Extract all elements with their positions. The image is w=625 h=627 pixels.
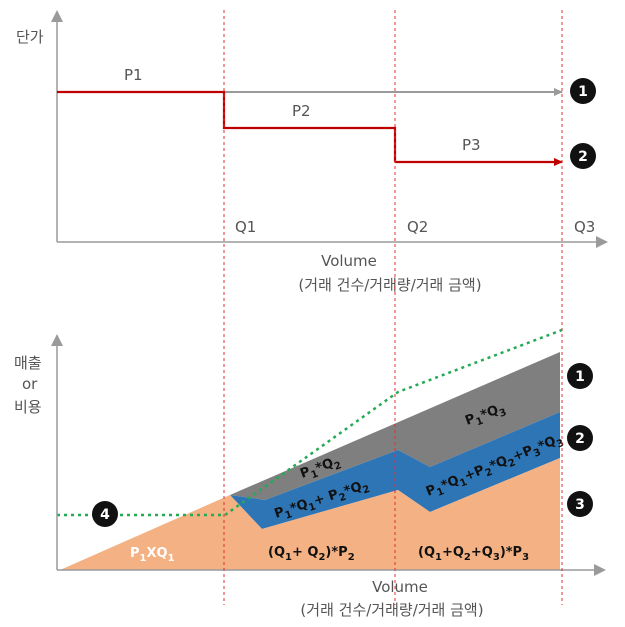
marker-3-bottom: 3 — [567, 491, 593, 517]
label-p1-x-q1: P1XQ1 — [130, 546, 175, 564]
label-q1-q2-p2: (Q1+ Q2)*P2 — [268, 545, 355, 563]
label-blue-mid: P1*Q1+ P2*Q2 — [273, 477, 372, 524]
label-p1-q2: P1*Q2 — [298, 454, 343, 485]
svg-text:2: 2 — [578, 149, 588, 165]
top-tick-q2: Q2 — [407, 218, 428, 236]
bottom-y-axis-label-1: 매출 — [14, 354, 42, 372]
label-blue-right: P1*Q1+P2*Q2+P3*Q3 — [424, 431, 566, 502]
top-x-axis-label-line1: Volume — [321, 252, 377, 270]
svg-text:2: 2 — [575, 431, 585, 447]
top-tick-q1: Q1 — [235, 218, 256, 236]
bottom-y-axis-label-2: or — [22, 375, 38, 393]
green-dotted-line — [57, 328, 563, 517]
bottom-chart: 매출 or 비용 Volume (거래 건수/거래량/거래 금액) P1XQ1 … — [14, 328, 606, 619]
marker-4-bottom: 4 — [92, 501, 118, 527]
marker-1-top: 1 — [570, 78, 596, 104]
bottom-y-axis-label-3: 비용 — [14, 398, 42, 416]
bottom-y-axis-arrow — [51, 334, 63, 346]
label-p1-q3: P1*Q3 — [463, 401, 508, 432]
top-y-axis-label: 단가 — [16, 28, 44, 46]
top-y-axis-arrow — [51, 10, 63, 22]
marker-2-bottom: 2 — [567, 425, 593, 451]
price-label-p2: P2 — [292, 102, 311, 120]
price-label-p3: P3 — [462, 136, 481, 154]
bottom-x-axis-label-line1: Volume — [372, 578, 428, 596]
price-label-p1: P1 — [124, 66, 143, 84]
tiered-price-line — [57, 90, 397, 162]
marker-2-top: 2 — [570, 143, 596, 169]
svg-text:4: 4 — [100, 507, 110, 523]
bottom-x-axis-label-line2: (거래 건수/거래량/거래 금액) — [300, 601, 483, 619]
bottom-x-axis-arrow — [594, 564, 606, 576]
top-tick-q3: Q3 — [574, 218, 595, 236]
region-orange-cost — [60, 458, 560, 570]
top-x-axis-arrow — [596, 236, 608, 248]
label-q1-q2-q3-p3: (Q1+Q2+Q3)*P3 — [418, 545, 529, 563]
marker-1-bottom: 1 — [567, 363, 593, 389]
svg-text:3: 3 — [575, 497, 585, 513]
svg-text:1: 1 — [575, 369, 585, 385]
top-chart: 단가 P1 P2 P3 Q1 Q2 Q3 Volume (거래 건수/거래량/거… — [16, 10, 608, 294]
region-blue-savings — [230, 412, 560, 529]
svg-text:1: 1 — [578, 84, 588, 100]
top-x-axis-label-line2: (거래 건수/거래량/거래 금액) — [298, 276, 481, 294]
